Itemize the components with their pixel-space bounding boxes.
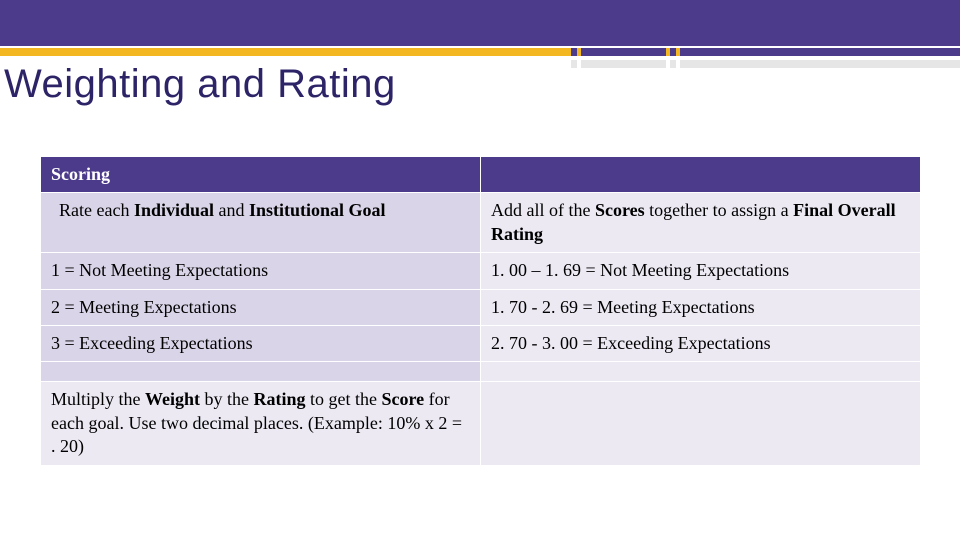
top-purple-bar [0,0,960,46]
subheader-left: Rate each Individual and Institutional G… [41,193,481,253]
decor-dash-gold [540,48,960,56]
footer-left: Multiply the Weight by the Rating to get… [41,382,481,465]
row-3-left: 3 = Exceeding Expectations [41,325,481,361]
row-1-left: 1 = Not Meeting Expectations [41,253,481,289]
slide-title: Weighting and Rating [4,62,396,107]
row-gap-right [481,362,921,382]
table-header-scoring: Scoring [41,157,481,193]
scoring-table: Scoring Rate each Individual and Institu… [40,156,921,466]
subheader-right: Add all of the Scores together to assign… [481,193,921,253]
footer-right [481,382,921,465]
row-1-right: 1. 00 – 1. 69 = Not Meeting Expectations [481,253,921,289]
row-gap-left [41,362,481,382]
row-3-right: 2. 70 - 3. 00 = Exceeding Expectations [481,325,921,361]
decor-dash-white [540,60,960,68]
row-2-right: 1. 70 - 2. 69 = Meeting Expectations [481,289,921,325]
table-header-blank [481,157,921,193]
row-2-left: 2 = Meeting Expectations [41,289,481,325]
